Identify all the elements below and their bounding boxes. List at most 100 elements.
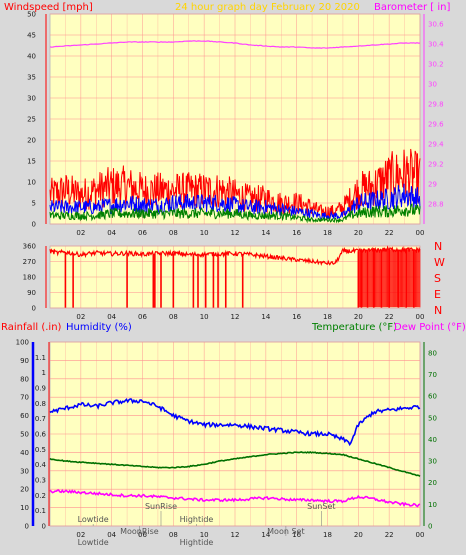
direction-label-e: E — [434, 288, 441, 301]
rainfall-y-tick-label: 0.3 — [35, 477, 46, 485]
humidity-y-tick-label: 30 — [20, 467, 29, 475]
series-lull-line — [49, 203, 421, 224]
rainfall-y-tick-label: 0.6 — [35, 431, 47, 439]
panel-1-x-tick-label: 10 — [200, 229, 209, 237]
humidity-y-tick-label: 0 — [25, 523, 29, 531]
rainfall-y-tick-label: 1.1 — [35, 354, 46, 362]
series-barometer-line — [49, 40, 420, 49]
event-label: Hightide — [180, 538, 214, 547]
humidity-y-tick-label: 60 — [20, 412, 29, 420]
panel-3-x-tick-label: 22 — [385, 531, 394, 539]
windspeed-y-tick-label: 10 — [27, 179, 36, 187]
panel-3-x-tick-label: 08 — [169, 531, 178, 539]
windspeed-y-tick-label: 35 — [27, 74, 36, 82]
windspeed-y-tick-label: 30 — [27, 95, 36, 103]
temperature-y-tick-label: 40 — [428, 436, 437, 444]
event-label: Moon Set — [267, 527, 304, 536]
panel-3-x-tick-label: 20 — [354, 531, 363, 539]
temperature-y-tick-label: 30 — [428, 458, 437, 466]
rainfall-y-tick-label: 0.9 — [35, 385, 46, 393]
direction-label-w: W — [434, 256, 445, 269]
event-label: MoonRise — [120, 527, 159, 536]
dewpoint-title: Dew Point (°F) — [394, 322, 466, 333]
direction-y-tick-label: 0 — [32, 305, 36, 313]
panel-1-x-tick-label: 00 — [416, 229, 425, 237]
event-label: Lowtide — [78, 515, 109, 524]
temperature-y-tick-label: 60 — [428, 393, 437, 401]
barometer-y-tick-label: 29.8 — [428, 101, 444, 109]
panel-2-x-tick-label: 10 — [200, 313, 209, 321]
barometer-y-tick-label: 29.2 — [428, 161, 444, 169]
direction-label-s: S — [434, 272, 441, 285]
panel-1-x-tick-label: 22 — [385, 229, 394, 237]
panel-2-x-tick-label: 22 — [385, 313, 394, 321]
panel-1-x-tick-label: 14 — [261, 229, 270, 237]
windspeed-y-tick-label: 0 — [32, 221, 36, 229]
direction-y-tick-label: 90 — [27, 289, 36, 297]
humidity-y-tick-label: 20 — [20, 486, 29, 494]
windspeed-y-tick-label: 20 — [27, 137, 36, 145]
series-dew-point-line — [49, 488, 421, 508]
temperature-y-tick-label: 10 — [428, 501, 437, 509]
humidity-y-tick-label: 80 — [20, 375, 29, 383]
humidity-y-tick-label: 100 — [16, 339, 29, 347]
panel-2-x-tick-label: 18 — [323, 313, 332, 321]
panel-1-x-tick-label: 16 — [292, 229, 301, 237]
temperature-y-tick-label: 80 — [428, 349, 437, 357]
panel-3-x-tick-label: 14 — [261, 531, 270, 539]
windspeed-y-tick-label: 25 — [27, 116, 36, 124]
humidity-y-tick-label: 50 — [20, 431, 29, 439]
rainfall-y-tick-label: 0.7 — [35, 415, 46, 423]
event-label: Lowtide — [78, 538, 109, 547]
panel-3-x-tick-label: 18 — [323, 531, 332, 539]
series-gust-line — [49, 148, 421, 219]
barometer-y-tick-label: 30 — [428, 81, 437, 89]
panel-1-x-tick-label: 18 — [323, 229, 332, 237]
panel-2-x-tick-label: 00 — [416, 313, 425, 321]
temperature-y-tick-label: 70 — [428, 371, 437, 379]
barometer-y-tick-label: 28.8 — [428, 201, 444, 209]
temperature-y-tick-label: 0 — [428, 523, 432, 531]
barometer-y-tick-label: 30.4 — [428, 41, 444, 49]
rainfall-y-tick-label: 0.8 — [35, 400, 46, 408]
direction-label-n-top: N — [434, 240, 442, 253]
windspeed-y-tick-label: 5 — [32, 200, 36, 208]
panel-2-x-tick-label: 04 — [107, 313, 116, 321]
panel-1-x-tick-label: 06 — [138, 229, 147, 237]
barometer-title: Barometer [ in] — [374, 2, 450, 13]
barometer-y-tick-label: 29.6 — [428, 121, 444, 129]
direction-y-tick-label: 180 — [23, 274, 36, 282]
event-label: SunRise — [145, 502, 177, 511]
windspeed-y-tick-label: 40 — [27, 53, 36, 61]
windspeed-y-tick-label: 50 — [27, 11, 36, 19]
rainfall-y-tick-label: 1 — [42, 369, 46, 377]
rainfall-title: Rainfall (.in) — [1, 322, 62, 333]
panel-1-x-tick-label: 12 — [231, 229, 240, 237]
panel-3-x-tick-label: 10 — [200, 531, 209, 539]
panel-3-x-tick-label: 16 — [292, 531, 301, 539]
windspeed-title: Windspeed [mph] — [4, 2, 93, 13]
panel-2-x-tick-label: 14 — [261, 313, 270, 321]
humidity-y-tick-label: 10 — [20, 504, 29, 512]
rainfall-y-tick-label: 0.4 — [35, 461, 47, 469]
series-temperature-line — [49, 451, 421, 478]
event-label: Hightide — [180, 515, 214, 524]
rainfall-y-tick-label: 0.1 — [35, 507, 46, 515]
panel-3-x-tick-label: 06 — [138, 531, 147, 539]
humidity-title: Humidity (%) — [66, 322, 132, 333]
panel-1-x-tick-label: 02 — [76, 229, 85, 237]
panel-2-x-tick-label: 02 — [76, 313, 85, 321]
panel-2-x-tick-label: 06 — [138, 313, 147, 321]
panel-2-x-tick-label: 16 — [292, 313, 301, 321]
direction-y-tick-label: 360 — [23, 243, 36, 251]
panel-3-x-tick-label: 12 — [231, 531, 240, 539]
temperature-y-tick-label: 20 — [428, 479, 437, 487]
barometer-y-tick-label: 29.4 — [428, 141, 444, 149]
humidity-y-tick-label: 40 — [20, 449, 29, 457]
windspeed-y-tick-label: 45 — [27, 32, 36, 40]
humidity-y-tick-label: 70 — [20, 394, 29, 402]
temperature-title: Temperature (°F) — [311, 322, 397, 333]
direction-label-n-bottom: N — [434, 304, 442, 317]
rainfall-y-tick-label: 0.2 — [35, 492, 46, 500]
